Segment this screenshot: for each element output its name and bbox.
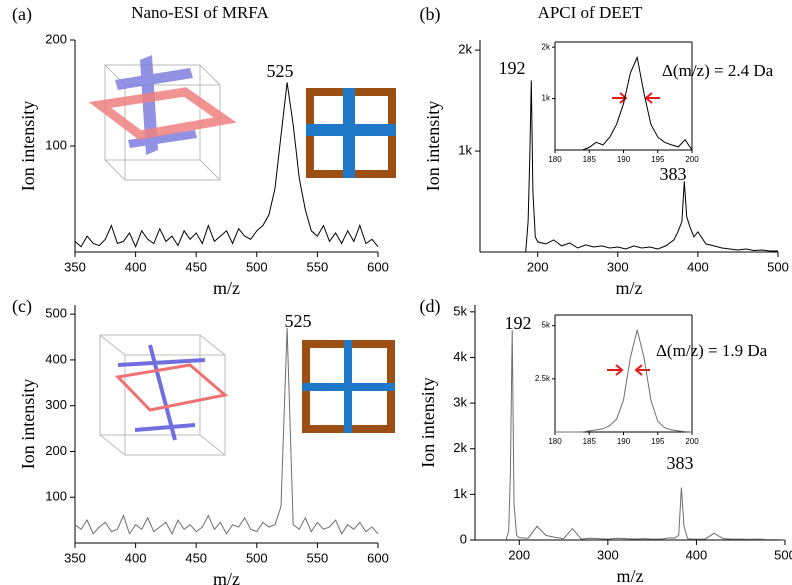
x-tick-label: 550 bbox=[307, 259, 329, 274]
chart-title: APCI of DEET bbox=[538, 3, 643, 22]
x-tick-label: 500 bbox=[767, 259, 789, 274]
annotation: 192 bbox=[499, 58, 526, 78]
x-axis-label: m/z bbox=[213, 278, 240, 298]
x-tick-label: 180 bbox=[548, 437, 562, 446]
annotation: 383 bbox=[660, 164, 687, 184]
x-tick-label: 400 bbox=[125, 259, 147, 274]
y-axis-label: Ion intensity bbox=[423, 101, 443, 192]
x-tick-label: 195 bbox=[651, 155, 665, 164]
y-tick-label: 200 bbox=[45, 443, 67, 458]
x-tick-label: 190 bbox=[617, 155, 631, 164]
x-tick-label: 200 bbox=[685, 437, 699, 446]
y-axis-label: Ion intensity bbox=[18, 379, 38, 470]
x-tick-label: 400 bbox=[125, 550, 147, 565]
x-tick-label: 190 bbox=[617, 437, 631, 446]
x-tick-label: 500 bbox=[246, 550, 268, 565]
x-tick-label: 550 bbox=[307, 550, 329, 565]
y-tick-label: 5k bbox=[453, 303, 467, 318]
x-tick-label: 300 bbox=[597, 547, 619, 562]
chart-title: Nano-ESI of MRFA bbox=[131, 3, 269, 22]
y-tick-label: 0 bbox=[460, 531, 467, 546]
x-tick-label: 450 bbox=[185, 550, 207, 565]
y-tick-label: 2k bbox=[542, 42, 551, 51]
x-axis-label: m/z bbox=[617, 566, 644, 585]
x-tick-label: 180 bbox=[548, 155, 562, 164]
annotation: Δ(m/z) = 2.4 Da bbox=[662, 61, 774, 80]
x-tick-label: 400 bbox=[687, 259, 709, 274]
x-axis-label: m/z bbox=[616, 278, 643, 298]
annotation: Δ(m/z) = 1.9 Da bbox=[656, 341, 768, 360]
y-tick-label: 500 bbox=[45, 306, 67, 321]
spectrum-line bbox=[74, 327, 379, 535]
y-tick-label: 2k bbox=[458, 42, 472, 57]
x-tick-label: 200 bbox=[527, 259, 549, 274]
x-tick-label: 300 bbox=[607, 259, 629, 274]
x-tick-label: 600 bbox=[367, 259, 389, 274]
y-axis-label: Ion intensity bbox=[18, 101, 38, 192]
red-arrows bbox=[607, 92, 660, 376]
x-tick-label: 350 bbox=[64, 550, 86, 565]
x-tick-label: 200 bbox=[508, 547, 530, 562]
square-icon-a bbox=[306, 88, 396, 178]
spectrum-line bbox=[74, 82, 379, 249]
y-tick-label: 5k bbox=[542, 321, 551, 330]
y-tick-label: 100 bbox=[45, 137, 67, 152]
y-tick-label: 400 bbox=[45, 351, 67, 366]
annotation: 525 bbox=[267, 61, 294, 81]
panel-label: (c) bbox=[12, 296, 32, 317]
x-tick-label: 350 bbox=[64, 259, 86, 274]
cube-illustration-c bbox=[99, 334, 229, 456]
spectrum-line bbox=[555, 329, 693, 433]
y-axis-label: Ion intensity bbox=[418, 377, 438, 468]
x-tick-label: 185 bbox=[583, 437, 597, 446]
x-tick-label: 600 bbox=[367, 550, 389, 565]
y-tick-label: 4k bbox=[453, 349, 467, 364]
y-tick-label: 300 bbox=[45, 397, 67, 412]
x-axis-label: m/z bbox=[213, 569, 240, 585]
spectrum-line bbox=[555, 55, 693, 151]
x-tick-label: 450 bbox=[185, 259, 207, 274]
x-tick-label: 185 bbox=[583, 155, 597, 164]
x-tick-label: 195 bbox=[651, 437, 665, 446]
y-tick-label: 100 bbox=[45, 489, 67, 504]
annotation: 192 bbox=[505, 313, 532, 333]
cube-illustration-a bbox=[88, 55, 237, 181]
annotation: 525 bbox=[285, 311, 312, 331]
y-tick-label: 3k bbox=[453, 395, 467, 410]
panel-label: (b) bbox=[420, 4, 441, 25]
x-tick-label: 400 bbox=[686, 547, 708, 562]
y-tick-label: 1k bbox=[453, 486, 467, 501]
x-tick-label: 200 bbox=[685, 155, 699, 164]
panel-label: (a) bbox=[12, 4, 32, 25]
y-tick-label: 1k bbox=[542, 94, 551, 103]
y-tick-label: 200 bbox=[45, 31, 67, 46]
y-tick-label: 1k bbox=[458, 142, 472, 157]
y-tick-label: 2k bbox=[453, 440, 467, 455]
annotation: 383 bbox=[667, 453, 694, 473]
x-tick-label: 500 bbox=[774, 547, 792, 562]
x-tick-label: 500 bbox=[246, 259, 268, 274]
spectrum-line bbox=[505, 330, 786, 541]
square-icon-c bbox=[302, 340, 395, 433]
y-tick-label: 2.5k bbox=[535, 374, 551, 383]
panel-label: (d) bbox=[420, 296, 441, 317]
spectrum-line bbox=[525, 80, 778, 253]
